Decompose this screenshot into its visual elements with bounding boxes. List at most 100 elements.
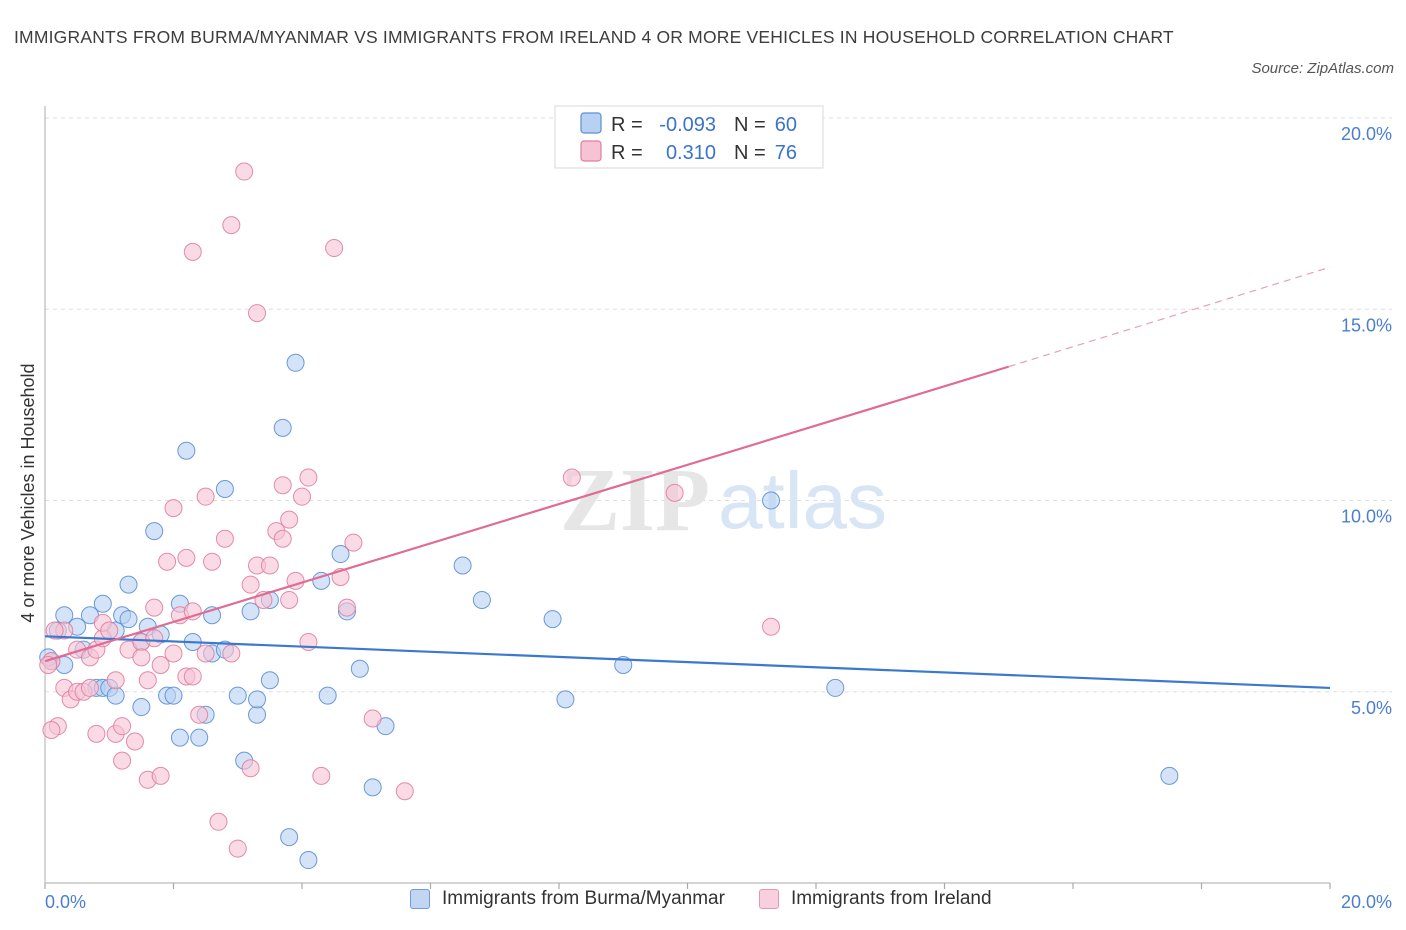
ireland-point	[80, 678, 99, 697]
trend-lines	[44, 266, 1331, 690]
ireland-point	[241, 759, 260, 778]
burma-point	[280, 828, 299, 847]
burma-point	[286, 353, 305, 372]
x-tick-label-min: 0.0%	[45, 892, 86, 912]
ireland-point	[222, 644, 241, 663]
burma-point	[556, 690, 575, 709]
stats-r-label-ireland: R =	[611, 142, 643, 164]
burma-point	[119, 610, 138, 629]
burma-point	[228, 686, 247, 705]
burma-point	[248, 690, 267, 709]
stats-n-value-burma: 60	[775, 114, 797, 136]
ireland-point	[145, 629, 164, 648]
ireland-point	[151, 655, 170, 674]
burma-point	[472, 590, 491, 609]
legend-label-ireland: Immigrants from Ireland	[790, 888, 992, 909]
ireland-point	[337, 598, 356, 617]
ireland-point	[762, 617, 781, 636]
ireland-point	[177, 548, 196, 567]
burma-point	[93, 594, 112, 613]
ireland-point	[395, 782, 414, 801]
legend-item-ireland[interactable]: Immigrants from Ireland	[758, 888, 992, 910]
burma-point	[273, 418, 292, 437]
ireland-point	[164, 644, 183, 663]
ireland-point	[273, 476, 292, 495]
ireland-point	[273, 529, 292, 548]
burma-point	[299, 851, 318, 870]
burma-point	[453, 556, 472, 575]
y-tick-label: 10.0%	[1341, 507, 1392, 527]
burma-point	[543, 610, 562, 629]
stats-legend-swatch-burma	[580, 112, 602, 134]
burma-point	[318, 686, 337, 705]
ireland-point	[248, 304, 267, 323]
watermark-atlas: atlas	[718, 456, 887, 545]
ireland-point	[106, 671, 125, 690]
chart-title: IMMIGRANTS FROM BURMA/MYANMAR VS IMMIGRA…	[14, 27, 1174, 47]
ireland-point	[190, 705, 209, 724]
ireland-point	[132, 648, 151, 667]
burma-point	[215, 480, 234, 499]
stats-n-label-burma: N =	[734, 114, 766, 136]
y-tick-label: 20.0%	[1341, 124, 1392, 144]
ireland-point	[151, 766, 170, 785]
ireland-point	[138, 671, 157, 690]
burma-point	[241, 602, 260, 621]
burma-trend-line	[44, 635, 1331, 690]
stats-r-value-ireland: 0.310	[666, 142, 716, 164]
stats-n-label-ireland: N =	[734, 142, 766, 164]
ireland-point	[235, 162, 254, 181]
ireland-point	[241, 575, 260, 594]
ireland-point	[260, 556, 279, 575]
burma-point	[331, 545, 350, 564]
ireland-point	[222, 216, 241, 235]
burma-point	[170, 728, 189, 747]
legend-swatch-ireland	[758, 889, 779, 909]
ireland-trend-extension	[1008, 266, 1331, 368]
burma-point	[164, 686, 183, 705]
watermark-zip: ZIP	[560, 451, 710, 550]
ireland-point	[299, 468, 318, 487]
ireland-point	[113, 717, 132, 736]
grid-lines: 5.0% 10.0% 15.0% 20.0%	[45, 117, 1392, 718]
ireland-point	[228, 839, 247, 858]
series-legend: Immigrants from Burma/Myanmar Immigrants…	[410, 888, 1026, 910]
ireland-point	[164, 499, 183, 518]
burma-point	[145, 522, 164, 541]
axes: 0.0% 20.0%	[44, 106, 1392, 912]
y-tick-label: 5.0%	[1351, 698, 1392, 718]
burma-point	[363, 778, 382, 797]
ireland-point	[183, 667, 202, 686]
burma-point	[177, 441, 196, 460]
stats-r-value-burma: -0.093	[659, 114, 716, 136]
ireland-point	[125, 732, 144, 751]
ireland-point	[145, 598, 164, 617]
burma-point	[132, 698, 151, 717]
burma-point	[826, 678, 845, 697]
ireland-point	[344, 533, 363, 552]
legend-label-burma: Immigrants from Burma/Myanmar	[442, 888, 725, 909]
ireland-point	[280, 510, 299, 529]
stats-legend-swatch-ireland	[580, 140, 602, 162]
y-tick-label: 15.0%	[1341, 315, 1392, 335]
ireland-point	[113, 751, 132, 770]
ireland-point	[158, 552, 177, 571]
ireland-point	[312, 766, 331, 785]
burma-point	[260, 671, 279, 690]
source-label: Source: ZipAtlas.com	[1251, 60, 1394, 77]
ireland-point	[42, 721, 61, 739]
ireland-point	[196, 487, 215, 506]
ireland-point	[280, 590, 299, 609]
ireland-point	[562, 468, 581, 487]
data-points	[39, 162, 1179, 870]
ireland-point	[39, 655, 58, 674]
ireland-point	[325, 239, 344, 258]
burma-point	[350, 659, 369, 678]
burma-point	[1160, 766, 1179, 785]
ireland-point	[45, 621, 64, 640]
ireland-point	[100, 621, 119, 640]
ireland-point	[183, 242, 202, 261]
burma-point	[106, 686, 125, 705]
legend-item-burma[interactable]: Immigrants from Burma/Myanmar	[410, 888, 725, 910]
